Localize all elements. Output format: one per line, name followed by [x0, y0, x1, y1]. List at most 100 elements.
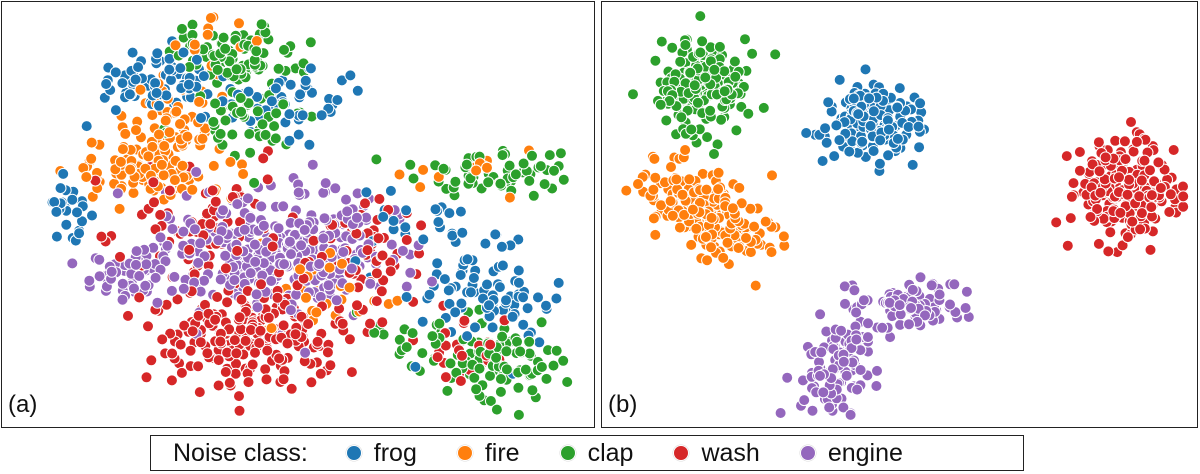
point-clap	[696, 35, 709, 48]
point-wash	[1113, 171, 1125, 184]
point-wash	[192, 360, 205, 373]
point-clap	[186, 18, 199, 31]
point-wash	[261, 173, 274, 186]
point-wash	[260, 373, 273, 386]
point-engine	[817, 386, 830, 399]
point-fire	[188, 38, 201, 51]
point-frog	[512, 233, 525, 246]
point-clap	[484, 369, 496, 382]
point-engine	[330, 294, 343, 307]
point-engine	[272, 222, 285, 235]
point-engine	[317, 186, 330, 199]
point-fire	[193, 95, 206, 108]
point-engine	[228, 274, 241, 287]
point-frog	[479, 237, 492, 250]
point-frog	[438, 273, 451, 286]
point-wash	[271, 291, 284, 304]
legend-item-fire: fire	[456, 439, 520, 468]
point-frog	[50, 205, 63, 218]
point-wash	[1164, 188, 1177, 201]
point-engine	[340, 193, 352, 206]
point-wash	[431, 351, 444, 364]
point-engine	[212, 234, 225, 247]
point-engine	[192, 256, 205, 269]
point-wash	[147, 176, 160, 189]
point-engine	[257, 219, 270, 232]
point-fire	[127, 187, 140, 199]
point-frog	[521, 302, 534, 315]
point-clap	[550, 344, 563, 357]
point-wash	[345, 366, 358, 379]
point-engine	[906, 283, 919, 296]
point-clap	[416, 347, 429, 360]
point-frog	[843, 145, 856, 158]
point-wash	[1067, 177, 1080, 190]
point-frog	[265, 95, 278, 108]
point-fire	[744, 246, 757, 259]
point-frog	[495, 240, 508, 253]
point-frog	[461, 253, 474, 266]
point-fire	[294, 263, 306, 276]
point-fire	[712, 183, 725, 196]
point-wash	[163, 184, 176, 197]
point-fire	[649, 171, 662, 184]
point-fire	[666, 209, 679, 222]
point-frog	[429, 203, 442, 216]
point-clap	[269, 132, 282, 145]
point-clap	[523, 335, 536, 348]
point-engine	[93, 270, 106, 283]
point-wash	[235, 293, 248, 306]
point-frog	[552, 276, 565, 289]
point-wash	[1123, 173, 1135, 186]
point-wash	[1134, 223, 1147, 236]
point-clap	[256, 118, 269, 131]
point-fire	[503, 191, 516, 204]
point-engine	[876, 321, 889, 334]
panel-label-a: (a)	[8, 391, 38, 418]
point-wash	[1092, 237, 1105, 250]
point-engine	[806, 404, 819, 417]
legend-label-engine: engine	[827, 438, 903, 467]
point-engine	[364, 277, 377, 290]
point-frog	[423, 288, 436, 301]
point-frog	[151, 47, 164, 60]
point-engine	[883, 296, 896, 309]
point-clap	[694, 10, 707, 23]
point-frog	[409, 360, 422, 373]
point-engine	[111, 187, 124, 200]
point-frog	[251, 91, 264, 103]
point-fire	[733, 181, 746, 194]
point-wash	[324, 359, 337, 372]
point-frog	[109, 104, 122, 117]
point-clap	[500, 345, 513, 358]
point-wash	[1094, 186, 1107, 199]
point-wash	[1126, 215, 1139, 228]
point-fire	[233, 17, 245, 30]
point-frog	[116, 77, 129, 90]
point-engine	[244, 267, 257, 280]
point-clap	[407, 172, 420, 185]
point-clap	[728, 55, 741, 68]
point-frog	[893, 82, 906, 95]
point-wash	[1073, 146, 1086, 158]
point-frog	[416, 315, 429, 328]
point-frog	[283, 134, 296, 147]
point-wash	[223, 376, 236, 389]
point-clap	[494, 385, 507, 398]
point-wash	[114, 250, 126, 263]
point-engine	[177, 282, 190, 295]
point-wash	[233, 390, 245, 403]
legend-label-frog: frog	[373, 438, 417, 467]
point-wash	[343, 333, 356, 346]
point-engine	[249, 255, 262, 268]
point-wash	[249, 346, 261, 359]
point-frog	[400, 204, 413, 217]
point-fire	[717, 251, 730, 264]
point-engine	[814, 308, 827, 321]
point-fire	[749, 279, 762, 292]
point-engine	[130, 245, 143, 258]
point-clap	[244, 146, 257, 159]
point-wash	[175, 366, 188, 379]
point-engine	[925, 279, 938, 292]
point-frog	[506, 310, 519, 323]
